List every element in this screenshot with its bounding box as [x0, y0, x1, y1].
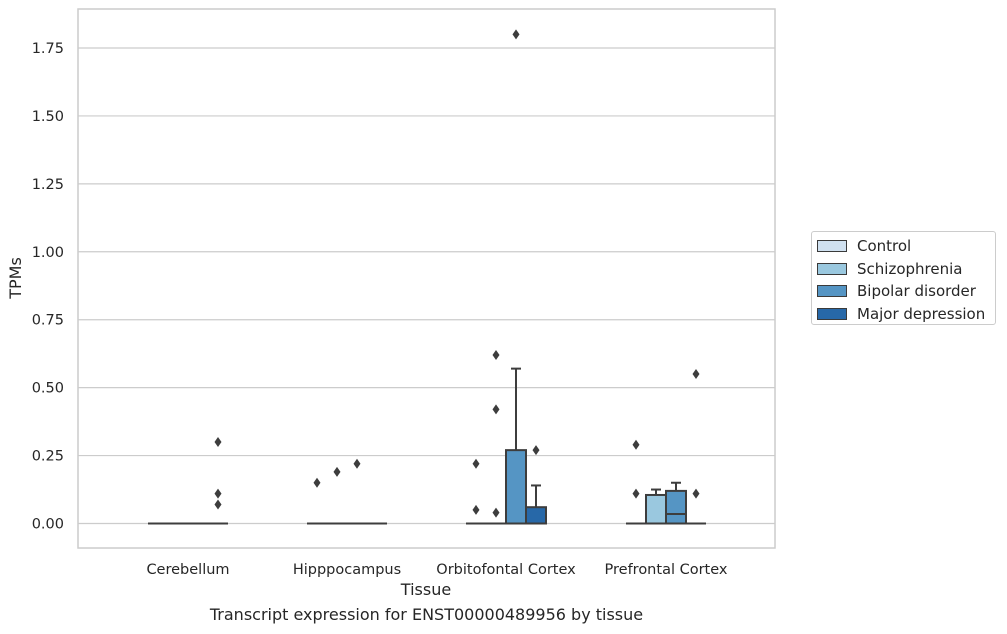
outliers [214, 29, 700, 518]
box-prefrontal-cortex-control-outlier-1 [632, 488, 640, 499]
y-axis-label: TPMs [6, 257, 25, 300]
box-prefrontal-cortex-control-outlier-0 [632, 439, 640, 450]
box-prefrontal-cortex-bipolar-disorder-iqr [665, 489, 687, 525]
x-tick-label-cerebellum: Cerebellum [146, 562, 229, 578]
y-tick-labels: 0.00 0.25 0.50 0.75 1.00 1.25 1.50 1.75 [32, 41, 64, 533]
box-prefrontal-cortex-schizophrenia [645, 488, 667, 525]
legend-item-control: Control [817, 235, 995, 258]
box-orbitofontal-cortex-major-depression-outlier-0 [532, 445, 540, 456]
box-orbitofontal-cortex-bipolar-disorder [505, 367, 527, 525]
legend-swatch-bipolar-disorder [817, 285, 847, 298]
legend-item-major-depression: Major depression [817, 303, 995, 326]
legend-label-schizophrenia: Schizophrenia [857, 259, 963, 278]
box-orbitofontal-cortex-schizophrenia-outlier-0 [492, 350, 500, 361]
box-prefrontal-cortex-major-depression-outlier-1 [692, 488, 700, 499]
box-prefrontal-cortex-major-depression-outlier-0 [692, 369, 700, 380]
box-orbitofontal-cortex-control-outlier-1 [472, 504, 480, 515]
y-tick-label-1: 0.25 [32, 449, 64, 465]
box-prefrontal-cortex-bipolar-disorder [665, 481, 687, 525]
box-hipppocampus-schizophrenia-outlier-0 [333, 466, 341, 477]
x-tick-label-prefrontal-cortex: Prefrontal Cortex [605, 562, 728, 578]
box-cerebellum-major-depression-outlier-2 [214, 499, 222, 510]
y-tick-label-2: 0.50 [32, 381, 64, 397]
y-tick-label-4: 1.00 [32, 245, 64, 261]
legend-label-control: Control [857, 237, 912, 256]
box-orbitofontal-cortex-major-depression-iqr [525, 506, 547, 525]
plot-area [77, 8, 776, 549]
x-tick-label-orbitofontal-cortex: Orbitofontal Cortex [436, 562, 576, 578]
box-prefrontal-cortex-schizophrenia-iqr [645, 493, 667, 525]
boxes [148, 367, 706, 525]
box-orbitofontal-cortex-bipolar-disorder-outlier-0 [512, 29, 520, 40]
box-orbitofontal-cortex-major-depression [525, 484, 547, 525]
legend-item-bipolar-disorder: Bipolar disorder [817, 280, 995, 303]
box-cerebellum-major-depression-outlier-1 [214, 488, 222, 499]
chart-caption: Transcript expression for ENST0000048995… [209, 605, 644, 624]
legend-swatch-schizophrenia [817, 262, 847, 275]
box-orbitofontal-cortex-schizophrenia-outlier-2 [492, 507, 500, 518]
x-tick-labels: Cerebellum Hipppocampus Orbitofontal Corte… [146, 562, 727, 578]
y-tick-label-6: 1.50 [32, 109, 64, 125]
y-tick-label-3: 0.75 [32, 313, 64, 329]
x-tick-label-hipppocampus: Hipppocampus [293, 562, 401, 578]
box-hipppocampus-control-outlier-0 [313, 477, 321, 488]
y-tick-label-7: 1.75 [32, 41, 64, 57]
y-tick-label-5: 1.25 [32, 177, 64, 193]
box-orbitofontal-cortex-bipolar-disorder-iqr [505, 449, 527, 525]
y-tick-label-0: 0.00 [32, 517, 64, 533]
box-orbitofontal-cortex-control-outlier-0 [472, 458, 480, 469]
legend-swatch-major-depression [817, 307, 847, 320]
legend: Control Schizophrenia Bipolar disorder M… [811, 231, 996, 325]
legend-item-schizophrenia: Schizophrenia [817, 258, 995, 281]
legend-label-bipolar-disorder: Bipolar disorder [857, 282, 976, 301]
box-cerebellum-major-depression-outlier-0 [214, 436, 222, 447]
box-hipppocampus-bipolar-disorder-outlier-0 [353, 458, 361, 469]
legend-swatch-control [817, 240, 847, 253]
legend-label-major-depression: Major depression [857, 304, 986, 323]
box-orbitofontal-cortex-schizophrenia-outlier-1 [492, 404, 500, 415]
x-axis-label: Tissue [400, 580, 451, 599]
